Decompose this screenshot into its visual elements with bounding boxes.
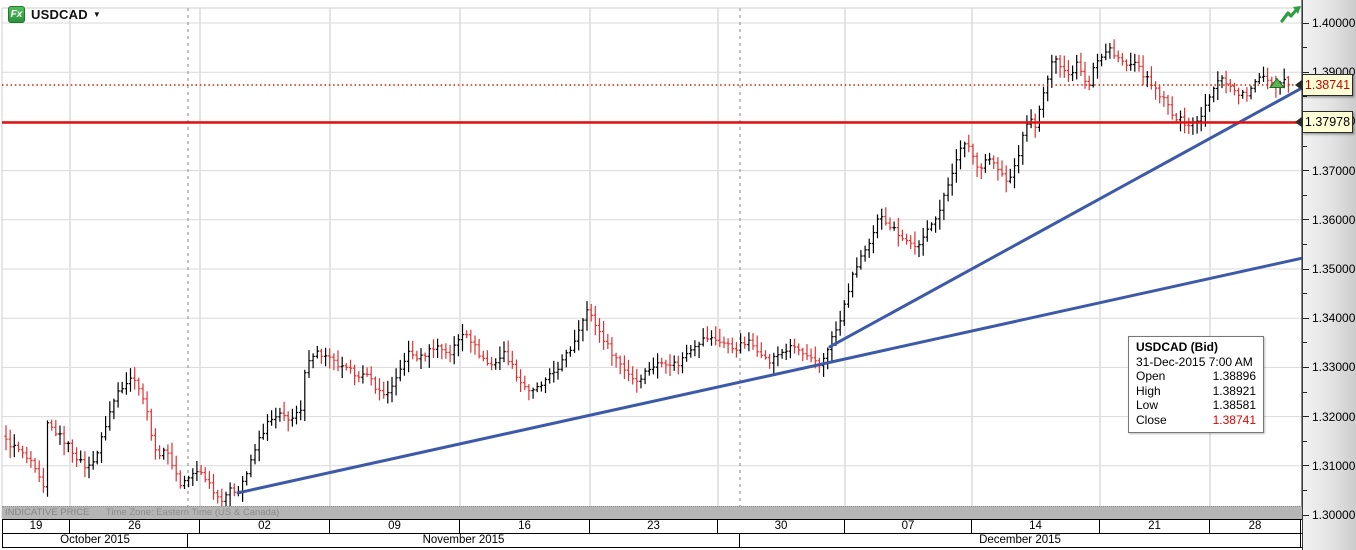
- price-axis-tick: [1303, 317, 1309, 319]
- level-price-value: 1.37978: [1302, 111, 1353, 134]
- chevron-down-icon: ▼: [92, 10, 101, 19]
- price-axis-tick: [1303, 22, 1309, 24]
- price-axis-tick: [1303, 47, 1307, 49]
- ohlc-bars: [4, 39, 1291, 513]
- month-label: November 2015: [188, 534, 740, 547]
- month-label: October 2015: [2, 534, 188, 547]
- price-axis-tick: [1303, 96, 1307, 98]
- price-tick-label: 1.37000: [1312, 163, 1356, 178]
- time-axis-weeks[interactable]: 19 26 02 09 16 23 30 07 14 21 28: [2, 519, 1303, 534]
- week-tick-label: 23: [590, 520, 718, 533]
- trend-arrow-glyph: [1280, 6, 1301, 23]
- tooltip-low-row: Low 1.38581: [1136, 398, 1256, 412]
- week-tick-label: 28: [1210, 520, 1301, 533]
- price-axis-tick: [1303, 170, 1309, 172]
- price-axis-tick: [1303, 391, 1307, 393]
- current-price-value: 1.38741: [1302, 73, 1353, 96]
- price-tick-label: 1.31000: [1312, 458, 1356, 473]
- price-tick-label: 1.33000: [1312, 360, 1356, 375]
- trend-arrow-icon[interactable]: [1280, 5, 1302, 25]
- price-axis-tick: [1303, 219, 1309, 221]
- tooltip-high-row: High 1.38921: [1136, 383, 1256, 398]
- price-tick-label: 1.40000: [1312, 16, 1356, 30]
- price-tick-label: 1.34000: [1312, 311, 1356, 326]
- level-price-callout: 1.37978: [1295, 111, 1353, 134]
- price-axis-tick: [1303, 440, 1307, 442]
- signal-marker[interactable]: [1268, 77, 1286, 89]
- price-tick-label: 1.35000: [1312, 262, 1356, 276]
- tooltip-open-row: Open 1.38896: [1136, 369, 1256, 383]
- week-tick-label: 30: [718, 520, 845, 533]
- week-tick-label: 14: [972, 520, 1100, 533]
- callout-arrow-icon: [1295, 78, 1303, 91]
- horizontal-gridlines: [2, 22, 1302, 516]
- instrument-selector[interactable]: Fx USDCAD ▼: [8, 6, 101, 23]
- price-axis-tick: [1303, 366, 1309, 368]
- time-axis-months[interactable]: October 2015 November 2015 December 2015: [2, 534, 1303, 548]
- price-axis-tick: [1303, 71, 1309, 73]
- timezone-label: Time Zone: Eastern Time (US & Canada): [105, 507, 280, 518]
- price-tick-label: 1.36000: [1312, 212, 1356, 227]
- price-axis-tick: [1303, 145, 1307, 147]
- price-axis-tick: [1303, 243, 1307, 245]
- week-tick-label: 26: [70, 520, 200, 533]
- price-axis-tick: [1303, 342, 1307, 344]
- price-axis-tick: [1303, 514, 1309, 516]
- week-tick-label: 16: [460, 520, 590, 533]
- instrument-symbol: USDCAD: [31, 7, 88, 22]
- price-axis-tick: [1303, 489, 1307, 491]
- price-axis-tick: [1303, 465, 1309, 467]
- indicative-price-strip: INDICATIVE PRICE Time Zone: Eastern Time…: [2, 506, 1302, 519]
- current-price-callout: 1.38741: [1295, 73, 1353, 96]
- indicative-price-label: INDICATIVE PRICE: [5, 507, 90, 518]
- week-tick-label: 07: [845, 520, 972, 533]
- week-tick-label: 02: [200, 520, 330, 533]
- price-tick-label: 1.32000: [1312, 409, 1356, 424]
- price-axis-tick: [1303, 293, 1307, 295]
- callout-arrow-icon: [1295, 116, 1303, 129]
- month-label: December 2015: [740, 534, 1301, 547]
- vertical-gridlines: [69, 8, 1211, 518]
- trendlines[interactable]: [236, 86, 1304, 495]
- price-lines[interactable]: [2, 84, 1302, 124]
- ohlc-tooltip: USDCAD (Bid) 31-Dec-2015 7:00 AM Open 1.3…: [1128, 336, 1264, 433]
- price-axis-tick: [1303, 416, 1309, 418]
- tooltip-close-row: Close 1.38741: [1136, 412, 1256, 427]
- tooltip-title: USDCAD (Bid): [1136, 340, 1218, 354]
- week-tick-label: 19: [2, 520, 70, 533]
- tooltip-datetime: 31-Dec-2015 7:00 AM: [1136, 355, 1253, 369]
- fx-icon: Fx: [8, 6, 25, 23]
- week-tick-label: 09: [330, 520, 460, 533]
- price-tick-label: 1.30000: [1312, 508, 1356, 522]
- week-tick-label: 21: [1100, 520, 1210, 533]
- price-axis-tick: [1303, 194, 1307, 196]
- price-axis-tick: [1303, 268, 1309, 270]
